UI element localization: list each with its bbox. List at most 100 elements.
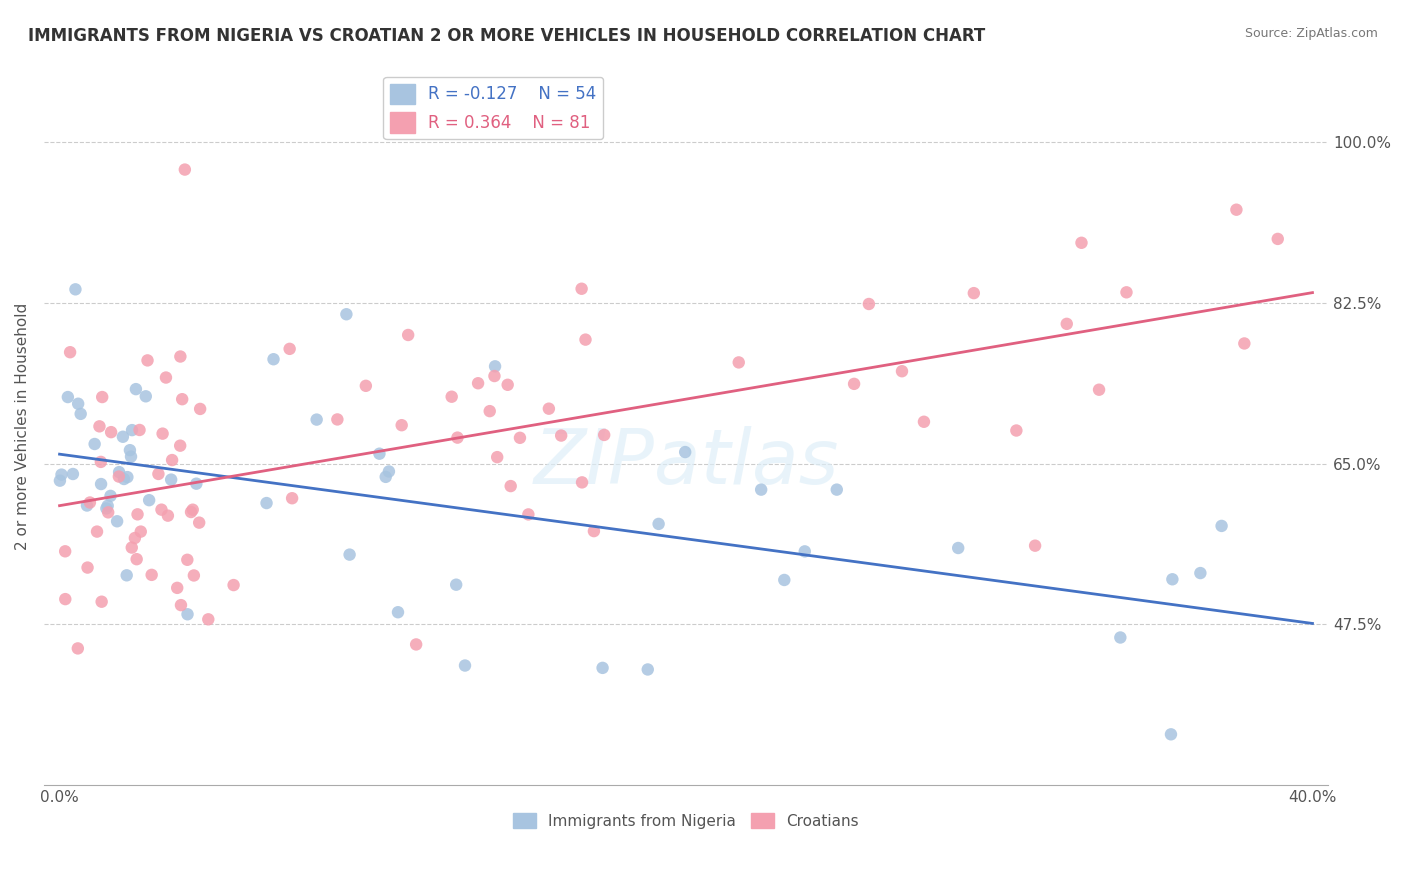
- Point: [478, 404, 501, 418]
- Point: [65, 282, 87, 296]
- Point: [484, 369, 506, 384]
- Point: [90, 595, 112, 609]
- Point: [66, 641, 89, 656]
- Point: [335, 307, 357, 321]
- Legend: Immigrants from Nigeria, Croatians: Immigrants from Nigeria, Croatians: [508, 806, 865, 835]
- Point: [96, 501, 118, 516]
- Point: [125, 552, 148, 566]
- Point: [138, 493, 160, 508]
- Point: [89, 419, 111, 434]
- Point: [100, 425, 122, 439]
- Point: [56, 390, 79, 404]
- Point: [354, 379, 377, 393]
- Point: [124, 531, 146, 545]
- Point: [186, 476, 208, 491]
- Point: [484, 359, 506, 374]
- Point: [387, 605, 409, 619]
- Point: [128, 423, 150, 437]
- Point: [90, 455, 112, 469]
- Point: [121, 423, 143, 437]
- Point: [537, 401, 560, 416]
- Point: [111, 430, 134, 444]
- Point: [499, 479, 522, 493]
- Point: [1109, 631, 1132, 645]
- Point: [156, 508, 179, 523]
- Point: [948, 541, 970, 555]
- Point: [100, 489, 122, 503]
- Point: [117, 470, 139, 484]
- Point: [793, 544, 815, 558]
- Point: [170, 598, 193, 612]
- Point: [378, 465, 401, 479]
- Point: [120, 450, 142, 464]
- Point: [1189, 566, 1212, 580]
- Point: [176, 607, 198, 622]
- Point: [1225, 202, 1247, 217]
- Point: [181, 502, 204, 516]
- Text: Source: ZipAtlas.com: Source: ZipAtlas.com: [1244, 27, 1378, 40]
- Point: [160, 473, 183, 487]
- Point: [1056, 317, 1078, 331]
- Point: [49, 474, 72, 488]
- Point: [127, 508, 149, 522]
- Point: [180, 505, 202, 519]
- Point: [891, 364, 914, 378]
- Point: [1233, 336, 1256, 351]
- Point: [496, 377, 519, 392]
- Point: [148, 467, 170, 481]
- Point: [125, 382, 148, 396]
- Point: [62, 467, 84, 481]
- Point: [141, 567, 163, 582]
- Point: [374, 470, 396, 484]
- Text: IMMIGRANTS FROM NIGERIA VS CROATIAN 2 OR MORE VEHICLES IN HOUSEHOLD CORRELATION : IMMIGRANTS FROM NIGERIA VS CROATIAN 2 OR…: [28, 27, 986, 45]
- Point: [115, 568, 138, 582]
- Point: [169, 439, 191, 453]
- Point: [571, 282, 593, 296]
- Point: [172, 392, 194, 407]
- Y-axis label: 2 or more Vehicles in Household: 2 or more Vehicles in Household: [15, 303, 30, 550]
- Point: [108, 469, 131, 483]
- Point: [574, 333, 596, 347]
- Point: [222, 578, 245, 592]
- Point: [446, 431, 468, 445]
- Point: [326, 412, 349, 426]
- Point: [858, 297, 880, 311]
- Point: [1160, 727, 1182, 741]
- Point: [396, 328, 419, 343]
- Point: [256, 496, 278, 510]
- Point: [135, 389, 157, 403]
- Point: [155, 370, 177, 384]
- Point: [91, 390, 114, 404]
- Point: [160, 453, 183, 467]
- Point: [183, 568, 205, 582]
- Point: [118, 443, 141, 458]
- Point: [188, 401, 211, 416]
- Point: [169, 350, 191, 364]
- Point: [825, 483, 848, 497]
- Point: [1115, 285, 1137, 300]
- Point: [405, 637, 427, 651]
- Point: [444, 577, 467, 591]
- Point: [53, 544, 76, 558]
- Point: [467, 376, 489, 391]
- Point: [773, 573, 796, 587]
- Point: [509, 431, 531, 445]
- Point: [150, 502, 173, 516]
- Point: [749, 483, 772, 497]
- Point: [166, 581, 188, 595]
- Point: [105, 514, 128, 528]
- Point: [69, 407, 91, 421]
- Point: [637, 663, 659, 677]
- Point: [673, 445, 696, 459]
- Point: [391, 418, 413, 433]
- Point: [486, 450, 509, 464]
- Point: [59, 345, 82, 359]
- Point: [76, 499, 98, 513]
- Point: [440, 390, 463, 404]
- Point: [188, 516, 211, 530]
- Point: [97, 499, 120, 513]
- Point: [53, 592, 76, 607]
- Point: [90, 477, 112, 491]
- Point: [129, 524, 152, 539]
- Point: [912, 415, 935, 429]
